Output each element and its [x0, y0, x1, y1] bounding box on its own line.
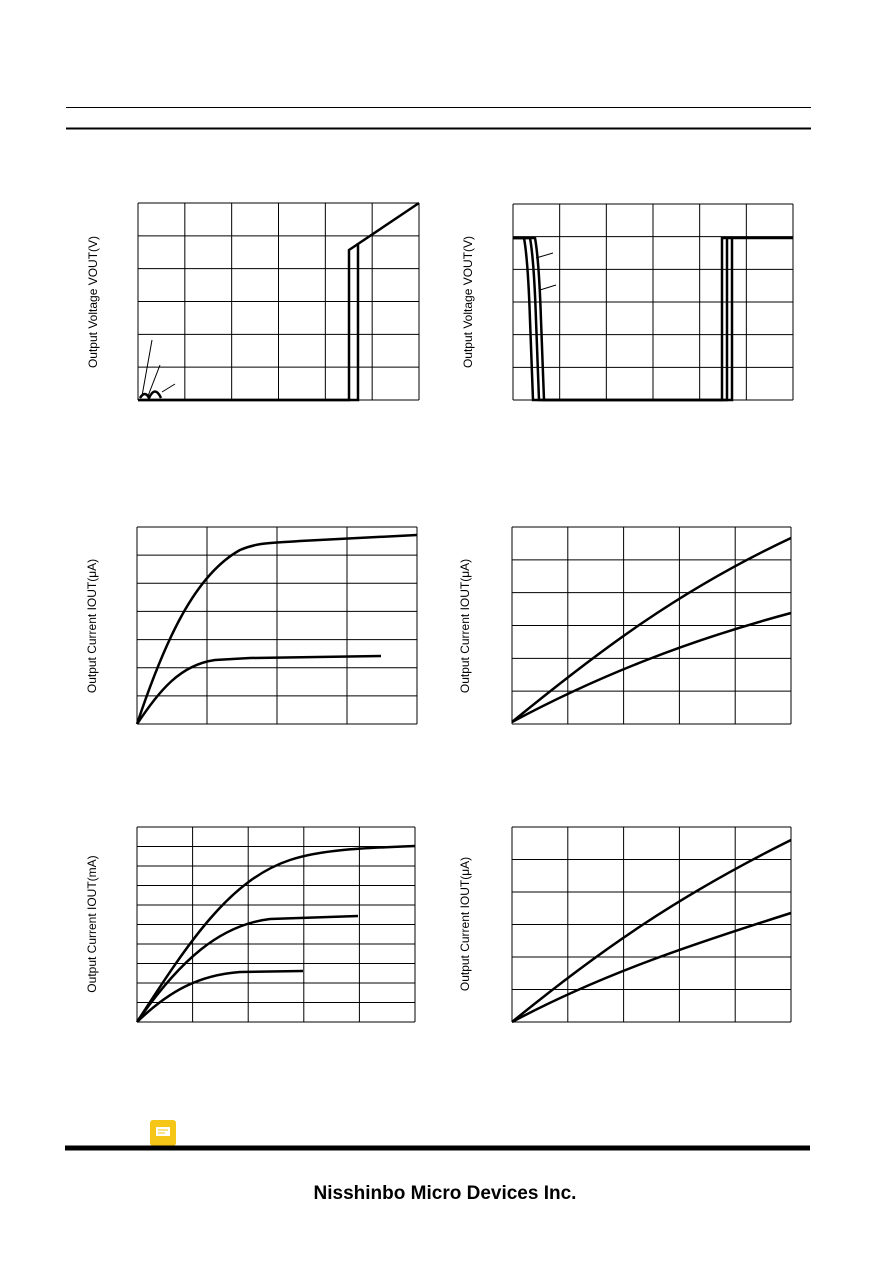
curve [511, 911, 792, 1024]
curve [138, 243, 360, 402]
leader [539, 284, 557, 291]
y-axis-label: Output Current IOUT(μA) [85, 559, 99, 693]
leader [161, 383, 176, 393]
curve [135, 844, 416, 1023]
leader [147, 364, 161, 397]
curve [513, 236, 729, 402]
note-icon-glyph [156, 1127, 170, 1136]
curve [136, 969, 304, 1023]
company-name: Nisshinbo Micro Devices Inc. [314, 1183, 577, 1204]
y-axis-label: Output Current IOUT(mA) [85, 855, 99, 992]
leader [535, 252, 554, 259]
chart-grids [136, 202, 794, 1023]
curve [135, 654, 382, 725]
leader [141, 339, 153, 397]
y-axis-label: Output Voltage VOUT(V) [86, 236, 100, 368]
curve [511, 536, 792, 723]
y-axis-label: Output Current IOUT(μA) [458, 559, 472, 693]
curve [511, 611, 792, 724]
curve [513, 236, 734, 402]
y-axis-label: Output Current IOUT(μA) [458, 857, 472, 991]
curve [135, 914, 359, 1023]
curve [511, 838, 792, 1023]
curve [138, 390, 163, 401]
y-axis-label: Output Voltage VOUT(V) [461, 236, 475, 368]
curve [135, 533, 418, 725]
